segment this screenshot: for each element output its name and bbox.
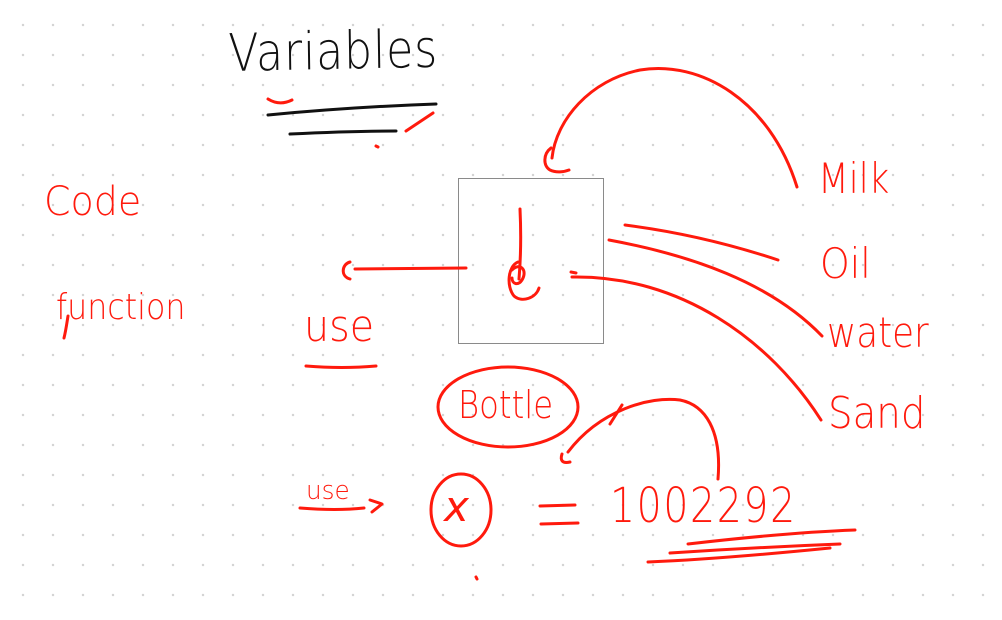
equals-top xyxy=(538,503,577,508)
box-content-dot xyxy=(569,270,578,275)
value-underline-1 xyxy=(686,528,857,546)
variable-x: x xyxy=(444,482,469,531)
word-sand: Sand xyxy=(828,388,926,439)
bottle-circle xyxy=(436,365,580,449)
use-arrow-head xyxy=(368,498,384,514)
word-use-left: use xyxy=(304,301,375,352)
use-arrow-underline xyxy=(298,506,366,511)
oil-line xyxy=(623,223,780,262)
milk-arc xyxy=(550,67,799,189)
title-underline xyxy=(266,102,438,117)
sand-line xyxy=(570,275,823,422)
word-oil: Oil xyxy=(820,239,871,288)
title-dot xyxy=(374,144,380,149)
function-underline xyxy=(62,314,70,340)
word-use-arrow: use xyxy=(306,476,350,506)
milk-arrowhead xyxy=(543,146,571,174)
title-variables: Variables xyxy=(227,19,439,84)
water-line xyxy=(607,238,824,338)
title-accent-stroke xyxy=(266,97,294,105)
word-water: water xyxy=(827,308,929,357)
value-underline-2 xyxy=(668,542,842,555)
value-underline-3 xyxy=(646,546,832,564)
bottom-dot xyxy=(474,575,479,581)
bottle-arc xyxy=(566,397,721,481)
word-milk: Milk xyxy=(818,154,890,203)
bottle-stroke xyxy=(608,403,624,426)
title-underline-short xyxy=(288,129,398,136)
use-underline xyxy=(304,364,378,369)
equals-bottom xyxy=(539,521,580,526)
word-bottle: Bottle xyxy=(458,383,554,427)
use-line xyxy=(353,266,468,271)
use-arrowhead xyxy=(341,260,352,281)
word-code: Code xyxy=(44,179,142,225)
container-box xyxy=(458,178,604,344)
word-function: function xyxy=(56,287,186,328)
x-circle xyxy=(429,472,493,548)
title-tick-stroke xyxy=(404,111,435,133)
box-content-scribble xyxy=(510,265,526,286)
box-content-line xyxy=(517,207,523,281)
value-number: 1002292 xyxy=(610,478,797,534)
bottle-arrowhead xyxy=(559,452,572,464)
